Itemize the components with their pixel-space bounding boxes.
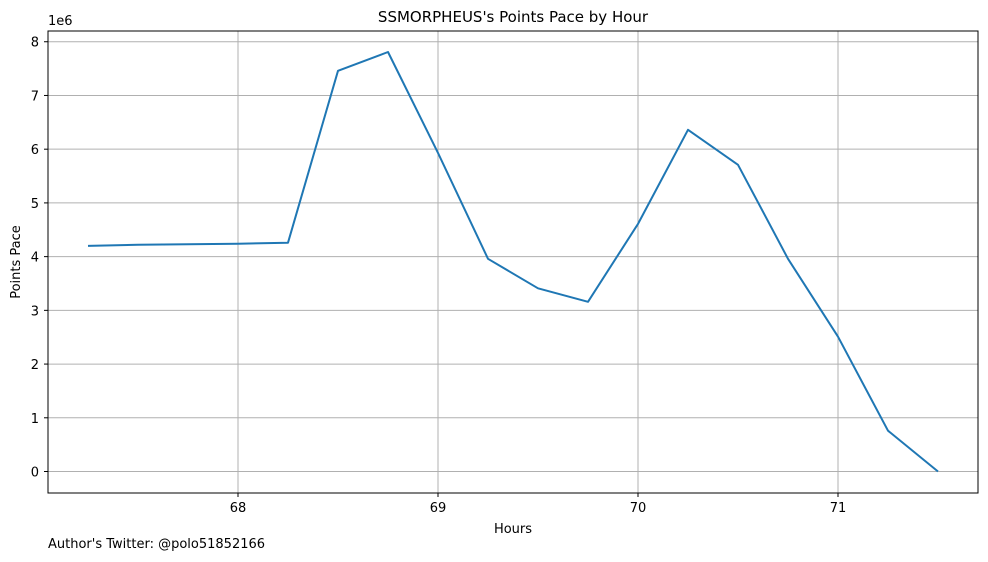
y-tick-label: 7 bbox=[31, 89, 39, 104]
y-offset-label: 1e6 bbox=[48, 14, 73, 29]
x-tick-label: 71 bbox=[830, 501, 847, 516]
grid-lines bbox=[48, 31, 978, 493]
chart-title: SSMORPHEUS's Points Pace by Hour bbox=[378, 8, 649, 26]
y-tick-label: 0 bbox=[31, 466, 39, 481]
author-twitter-credit: Author's Twitter: @polo51852166 bbox=[48, 537, 266, 552]
axis-ticks: 68 69 70 71 0 1 2 3 4 5 6 7 8 bbox=[31, 36, 847, 516]
x-tick-label: 68 bbox=[230, 501, 247, 516]
x-tick-label: 69 bbox=[430, 501, 447, 516]
series-line bbox=[87, 51, 939, 473]
y-tick-label: 5 bbox=[31, 197, 39, 212]
x-axis-title: Hours bbox=[494, 522, 532, 537]
y-axis-title: Points Pace bbox=[9, 225, 24, 299]
y-tick-label: 3 bbox=[31, 304, 39, 319]
y-tick-label: 2 bbox=[31, 358, 39, 373]
y-tick-label: 8 bbox=[31, 36, 39, 51]
plot-area-frame bbox=[47, 30, 979, 494]
series-layer bbox=[87, 51, 939, 473]
y-tick-label: 6 bbox=[31, 143, 39, 158]
y-tick-label: 4 bbox=[31, 251, 39, 266]
y-tick-label: 1 bbox=[31, 412, 39, 427]
x-tick-label: 70 bbox=[630, 501, 647, 516]
